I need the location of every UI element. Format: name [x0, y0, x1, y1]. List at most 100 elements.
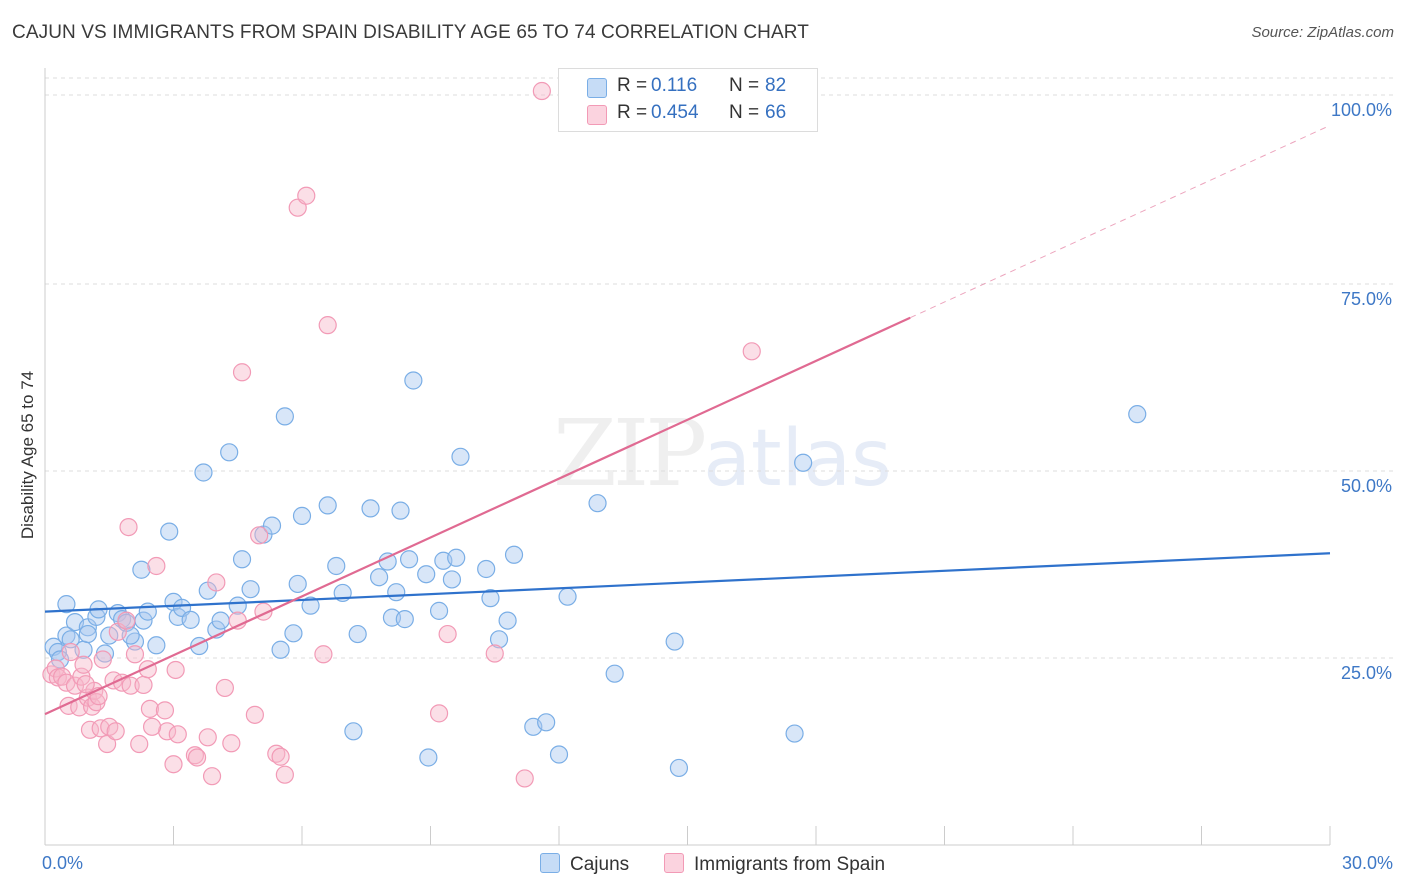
- bottom-legend-cajuns: Cajuns: [540, 853, 629, 876]
- legend-n-label: N =: [729, 102, 760, 123]
- bottom-legend-swatch-cajuns: [540, 853, 560, 873]
- spain-point: [318, 316, 337, 335]
- spain-point: [485, 644, 504, 663]
- cajun-point: [498, 611, 517, 630]
- spain-point: [74, 655, 93, 674]
- spain-point: [207, 573, 226, 592]
- spain-point: [157, 722, 177, 741]
- chart-title: CAJUN VS IMMIGRANTS FROM SPAIN DISABILIT…: [12, 22, 809, 43]
- cajun-point: [147, 636, 166, 655]
- spain-trend-line: [44, 316, 911, 716]
- cajun-point: [399, 550, 419, 569]
- cajun-point: [327, 556, 346, 576]
- cajun-point: [241, 580, 260, 599]
- cajun-point: [220, 443, 239, 462]
- spain-point: [532, 81, 551, 101]
- cajun-point: [57, 595, 76, 614]
- cajun-point: [194, 463, 213, 482]
- cajun-point: [387, 583, 406, 602]
- spain-point: [147, 556, 166, 576]
- spain-point: [429, 704, 449, 723]
- cajun-point: [1128, 405, 1147, 424]
- x-tick-label: 30.0%: [1342, 853, 1393, 873]
- legend-n-value: 82: [765, 75, 787, 96]
- spain-point: [140, 699, 160, 718]
- cajun-point: [404, 371, 423, 390]
- spain-point: [125, 645, 145, 664]
- cajun-point: [391, 501, 410, 520]
- x-tick-label: 0.0%: [42, 853, 83, 873]
- cajun-point: [537, 713, 556, 732]
- y-tick-label: 25.0%: [1341, 663, 1392, 683]
- spain-point: [93, 650, 112, 669]
- y-tick-label: 75.0%: [1341, 289, 1392, 309]
- cajun-point: [481, 589, 500, 608]
- cajun-point: [549, 745, 569, 764]
- legend-r-value: 0.116: [651, 75, 698, 96]
- cajun-point: [275, 407, 294, 426]
- bottom-legend-label-spain: Immigrants from Spain: [694, 854, 886, 875]
- spain-trend-extension: [910, 124, 1331, 319]
- legend-r-label: R =: [617, 75, 648, 96]
- spain-point: [202, 767, 222, 786]
- correlation-legend: R = 0.116 N = 82 R = 0.454 N = 66: [558, 68, 818, 132]
- source-credit: Source: ZipAtlas.com: [1251, 24, 1394, 41]
- cajun-point: [451, 447, 470, 466]
- spain-point: [245, 705, 264, 724]
- y-tick-label: 100.0%: [1331, 100, 1392, 120]
- cajun-point: [78, 624, 97, 644]
- cajun-point: [284, 624, 303, 643]
- spain-point: [222, 734, 241, 753]
- spain-point: [297, 186, 316, 205]
- spain-point: [275, 765, 294, 784]
- spain-point: [166, 660, 185, 680]
- cajun-point: [160, 522, 179, 541]
- spain-point: [134, 675, 153, 695]
- spain-point: [742, 342, 761, 361]
- spain-point: [438, 624, 457, 644]
- cajun-point: [292, 506, 312, 525]
- spain-point: [232, 363, 252, 382]
- spain-point: [314, 645, 333, 664]
- spain-point: [187, 748, 207, 767]
- spain-point: [130, 734, 149, 754]
- cajun-point: [344, 722, 363, 741]
- legend-n-label: N =: [729, 75, 760, 96]
- legend-r-label: R =: [617, 102, 648, 123]
- spain-point: [155, 701, 175, 720]
- cajun-point: [588, 494, 607, 513]
- cajun-point: [232, 550, 252, 569]
- bottom-legend-swatch-spain: [664, 853, 684, 873]
- cajun-point: [419, 748, 438, 767]
- cajun-point: [395, 610, 414, 629]
- bottom-legend-label-cajuns: Cajuns: [570, 854, 630, 875]
- cajun-point: [228, 596, 247, 615]
- spain-point: [250, 526, 269, 545]
- cajun-point: [504, 545, 524, 564]
- legend-swatch-spain: [587, 105, 607, 125]
- spain-point: [164, 755, 183, 774]
- cajun-point: [181, 610, 200, 629]
- watermark: ZIPatlas: [553, 400, 892, 507]
- spain-point: [61, 642, 80, 662]
- cajun-point: [429, 601, 449, 620]
- cajun-point: [370, 568, 389, 587]
- spain-point: [215, 678, 234, 698]
- spain-point: [121, 676, 140, 695]
- cajun-point: [794, 453, 813, 472]
- legend-swatch-cajuns: [587, 78, 607, 98]
- cajun-point: [271, 640, 290, 659]
- cajun-point: [665, 632, 684, 651]
- cajun-point: [477, 559, 496, 579]
- cajun-point: [442, 570, 462, 589]
- y-tick-label: 50.0%: [1341, 476, 1392, 496]
- cajun-point: [348, 624, 367, 644]
- cajun-point: [558, 587, 577, 606]
- bottom-legend-spain: Immigrants from Spain: [664, 853, 885, 876]
- spain-point: [185, 746, 205, 765]
- spain-point: [168, 725, 187, 744]
- cajun-point: [785, 724, 804, 743]
- cajun-point: [318, 496, 337, 515]
- spain-point: [142, 717, 162, 736]
- legend-n-value: 66: [765, 102, 787, 123]
